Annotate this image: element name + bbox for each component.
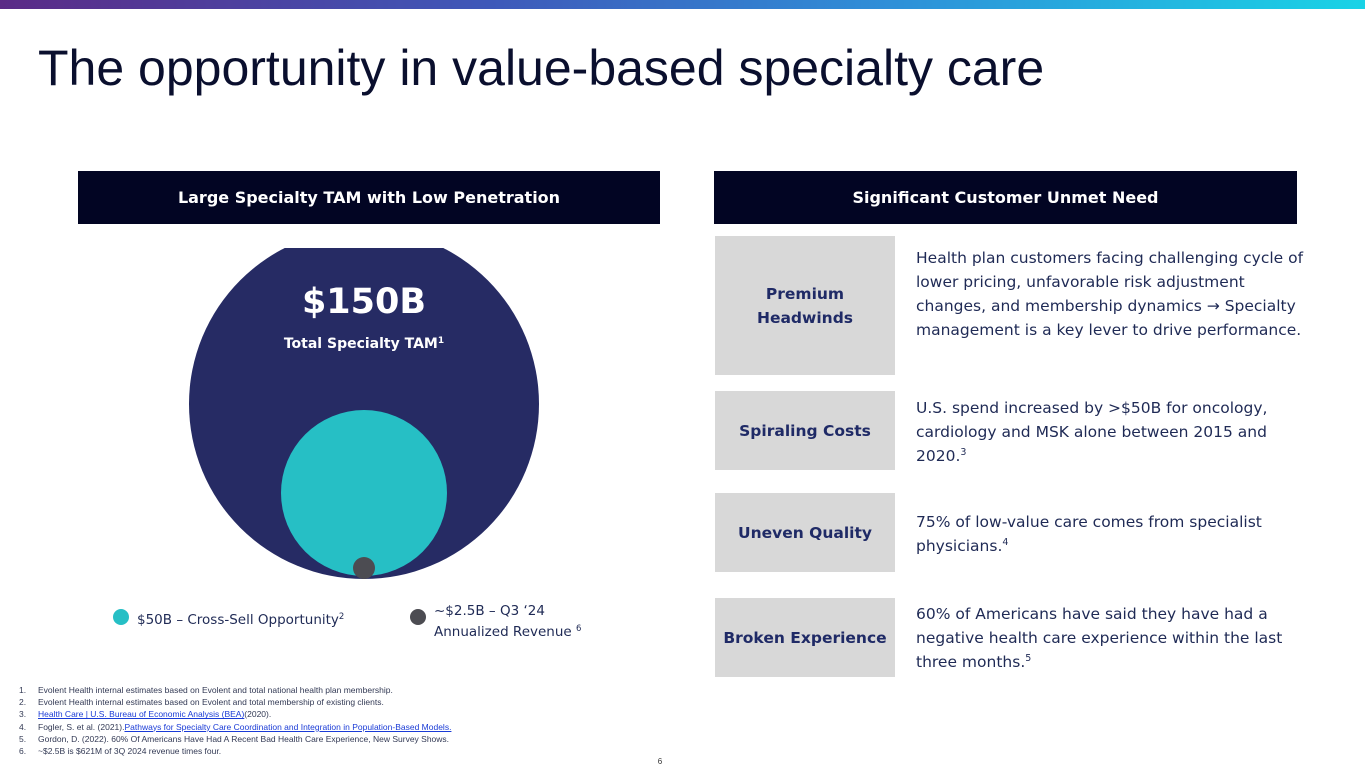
need-text-uneven-quality: 75% of low-value care comes from special… bbox=[916, 513, 1262, 555]
tam-footnote-ref: 1 bbox=[437, 336, 445, 346]
cross-sell-circle bbox=[281, 410, 447, 576]
need-label-uneven-quality: Uneven Quality bbox=[715, 493, 895, 572]
footnote-ref-5: 5 bbox=[1025, 653, 1032, 664]
page-number: 6 bbox=[657, 757, 663, 766]
legend-cross-sell-label: $50B – Cross-Sell Opportunity2 bbox=[137, 612, 345, 628]
need-text-broken-experience: 60% of Americans have said they have had… bbox=[916, 605, 1283, 671]
footnote-item: 5. Gordon, D. (2022). 60% Of Americans Ha… bbox=[19, 733, 450, 744]
bea-link[interactable]: Health Care | U.S. Bureau of Economic An… bbox=[38, 709, 245, 720]
need-text-spiraling-costs: U.S. spend increased by >$50B for oncolo… bbox=[916, 399, 1268, 465]
footnote-ref-3: 3 bbox=[960, 447, 967, 458]
tam-label: Total Specialty TAM1 bbox=[283, 336, 445, 352]
legend-revenue-label: ~$2.5B – Q3 ‘24 Annualized Revenue 6 bbox=[434, 603, 582, 640]
need-label-spiraling-costs: Spiraling Costs bbox=[715, 391, 895, 470]
legend-revenue: ~$2.5B – Q3 ‘24 Annualized Revenue 6 bbox=[410, 602, 581, 641]
tam-panel-header: Large Specialty TAM with Low Penetration bbox=[78, 171, 660, 224]
footnote-ref-4: 4 bbox=[1002, 537, 1009, 548]
footnote-item: 4. Fogler, S. et al. (2021). Pathways for… bbox=[19, 721, 452, 732]
legend-cross-sell-dot bbox=[113, 609, 129, 625]
footnote-item: 2. Evolent Health internal estimates base… bbox=[19, 697, 384, 708]
footnotes: 1. Evolent Health internal estimates base… bbox=[19, 684, 451, 757]
top-gradient-bar bbox=[0, 0, 1365, 9]
revenue-circle bbox=[353, 557, 375, 579]
tam-panel-header-label: Large Specialty TAM with Low Penetration bbox=[177, 188, 561, 207]
unmet-need-panel-header-label: Significant Customer Unmet Need bbox=[852, 188, 1159, 207]
need-text-premium-headwinds: Health plan customers facing challenging… bbox=[916, 249, 1304, 339]
need-label-premium-headwinds: Premium Headwinds bbox=[715, 236, 895, 375]
footnote-item: 3. Health Care | U.S. Bureau of Economic … bbox=[19, 709, 272, 720]
pathways-link[interactable]: Pathways for Specialty Care Coordination… bbox=[124, 721, 452, 732]
legend-cross-sell: $50B – Cross-Sell Opportunity2 bbox=[113, 608, 344, 629]
unmet-need-panel-header: Significant Customer Unmet Need bbox=[714, 171, 1297, 224]
footnote-item: 6. ~$2.5B is $621M of 3Q 2024 revenue tim… bbox=[19, 746, 222, 757]
legend-revenue-dot bbox=[410, 609, 426, 625]
tam-value: $150B bbox=[301, 282, 427, 322]
footnote-item: 1. Evolent Health internal estimates base… bbox=[19, 685, 393, 695]
slide-title: The opportunity in value-based specialty… bbox=[38, 40, 1045, 96]
need-label-broken-experience: Broken Experience bbox=[715, 598, 895, 677]
tam-bubble-chart bbox=[189, 248, 539, 579]
